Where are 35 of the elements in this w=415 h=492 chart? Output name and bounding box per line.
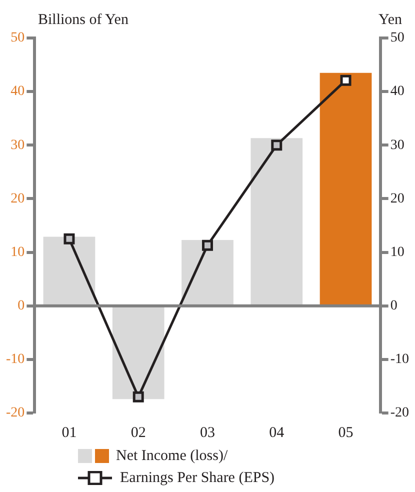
y-tick-label: -10 [6, 352, 25, 368]
bar [182, 240, 234, 306]
x-tick-label: 01 [62, 424, 77, 441]
x-tick-label: 02 [130, 424, 146, 441]
y2-tick-label: 40 [390, 84, 404, 100]
bar [320, 72, 372, 306]
y2-tick-label: 0 [390, 298, 398, 314]
bar [112, 306, 164, 400]
y-tick-label: 20 [10, 191, 25, 206]
y2-tick-label: 30 [390, 138, 404, 153]
x-tick-label: 04 [269, 424, 285, 441]
y-tick-label: 50 [10, 30, 25, 46]
x-tick-label: 05 [338, 424, 354, 441]
y-tick-label: 10 [10, 244, 25, 260]
bar [43, 236, 96, 306]
y-axis-title: Billions of Yen [38, 12, 129, 28]
y2-tick-label: 50 [390, 30, 404, 46]
point [64, 233, 75, 244]
y2-tick-label: -10 [390, 352, 410, 368]
legend-label: Earnings Per Share (EPS) [120, 470, 275, 486]
point [340, 74, 352, 86]
y2-tick-label: 10 [390, 244, 404, 260]
y-tick-label: 40 [10, 84, 25, 100]
point [202, 240, 213, 251]
y2-tick-label: -20 [390, 406, 410, 421]
y2-axis-title: Yen [378, 12, 402, 28]
point [271, 140, 282, 151]
y-tick-label: -20 [6, 406, 25, 421]
y-tick-label: 30 [10, 138, 25, 153]
y2-tick-label: 20 [390, 191, 404, 206]
legend-label: Net Income (loss)/ [116, 448, 228, 464]
y-tick-label: 0 [18, 298, 25, 314]
x-tick-label: 03 [200, 424, 215, 441]
bar [250, 138, 303, 306]
point [132, 391, 144, 402]
